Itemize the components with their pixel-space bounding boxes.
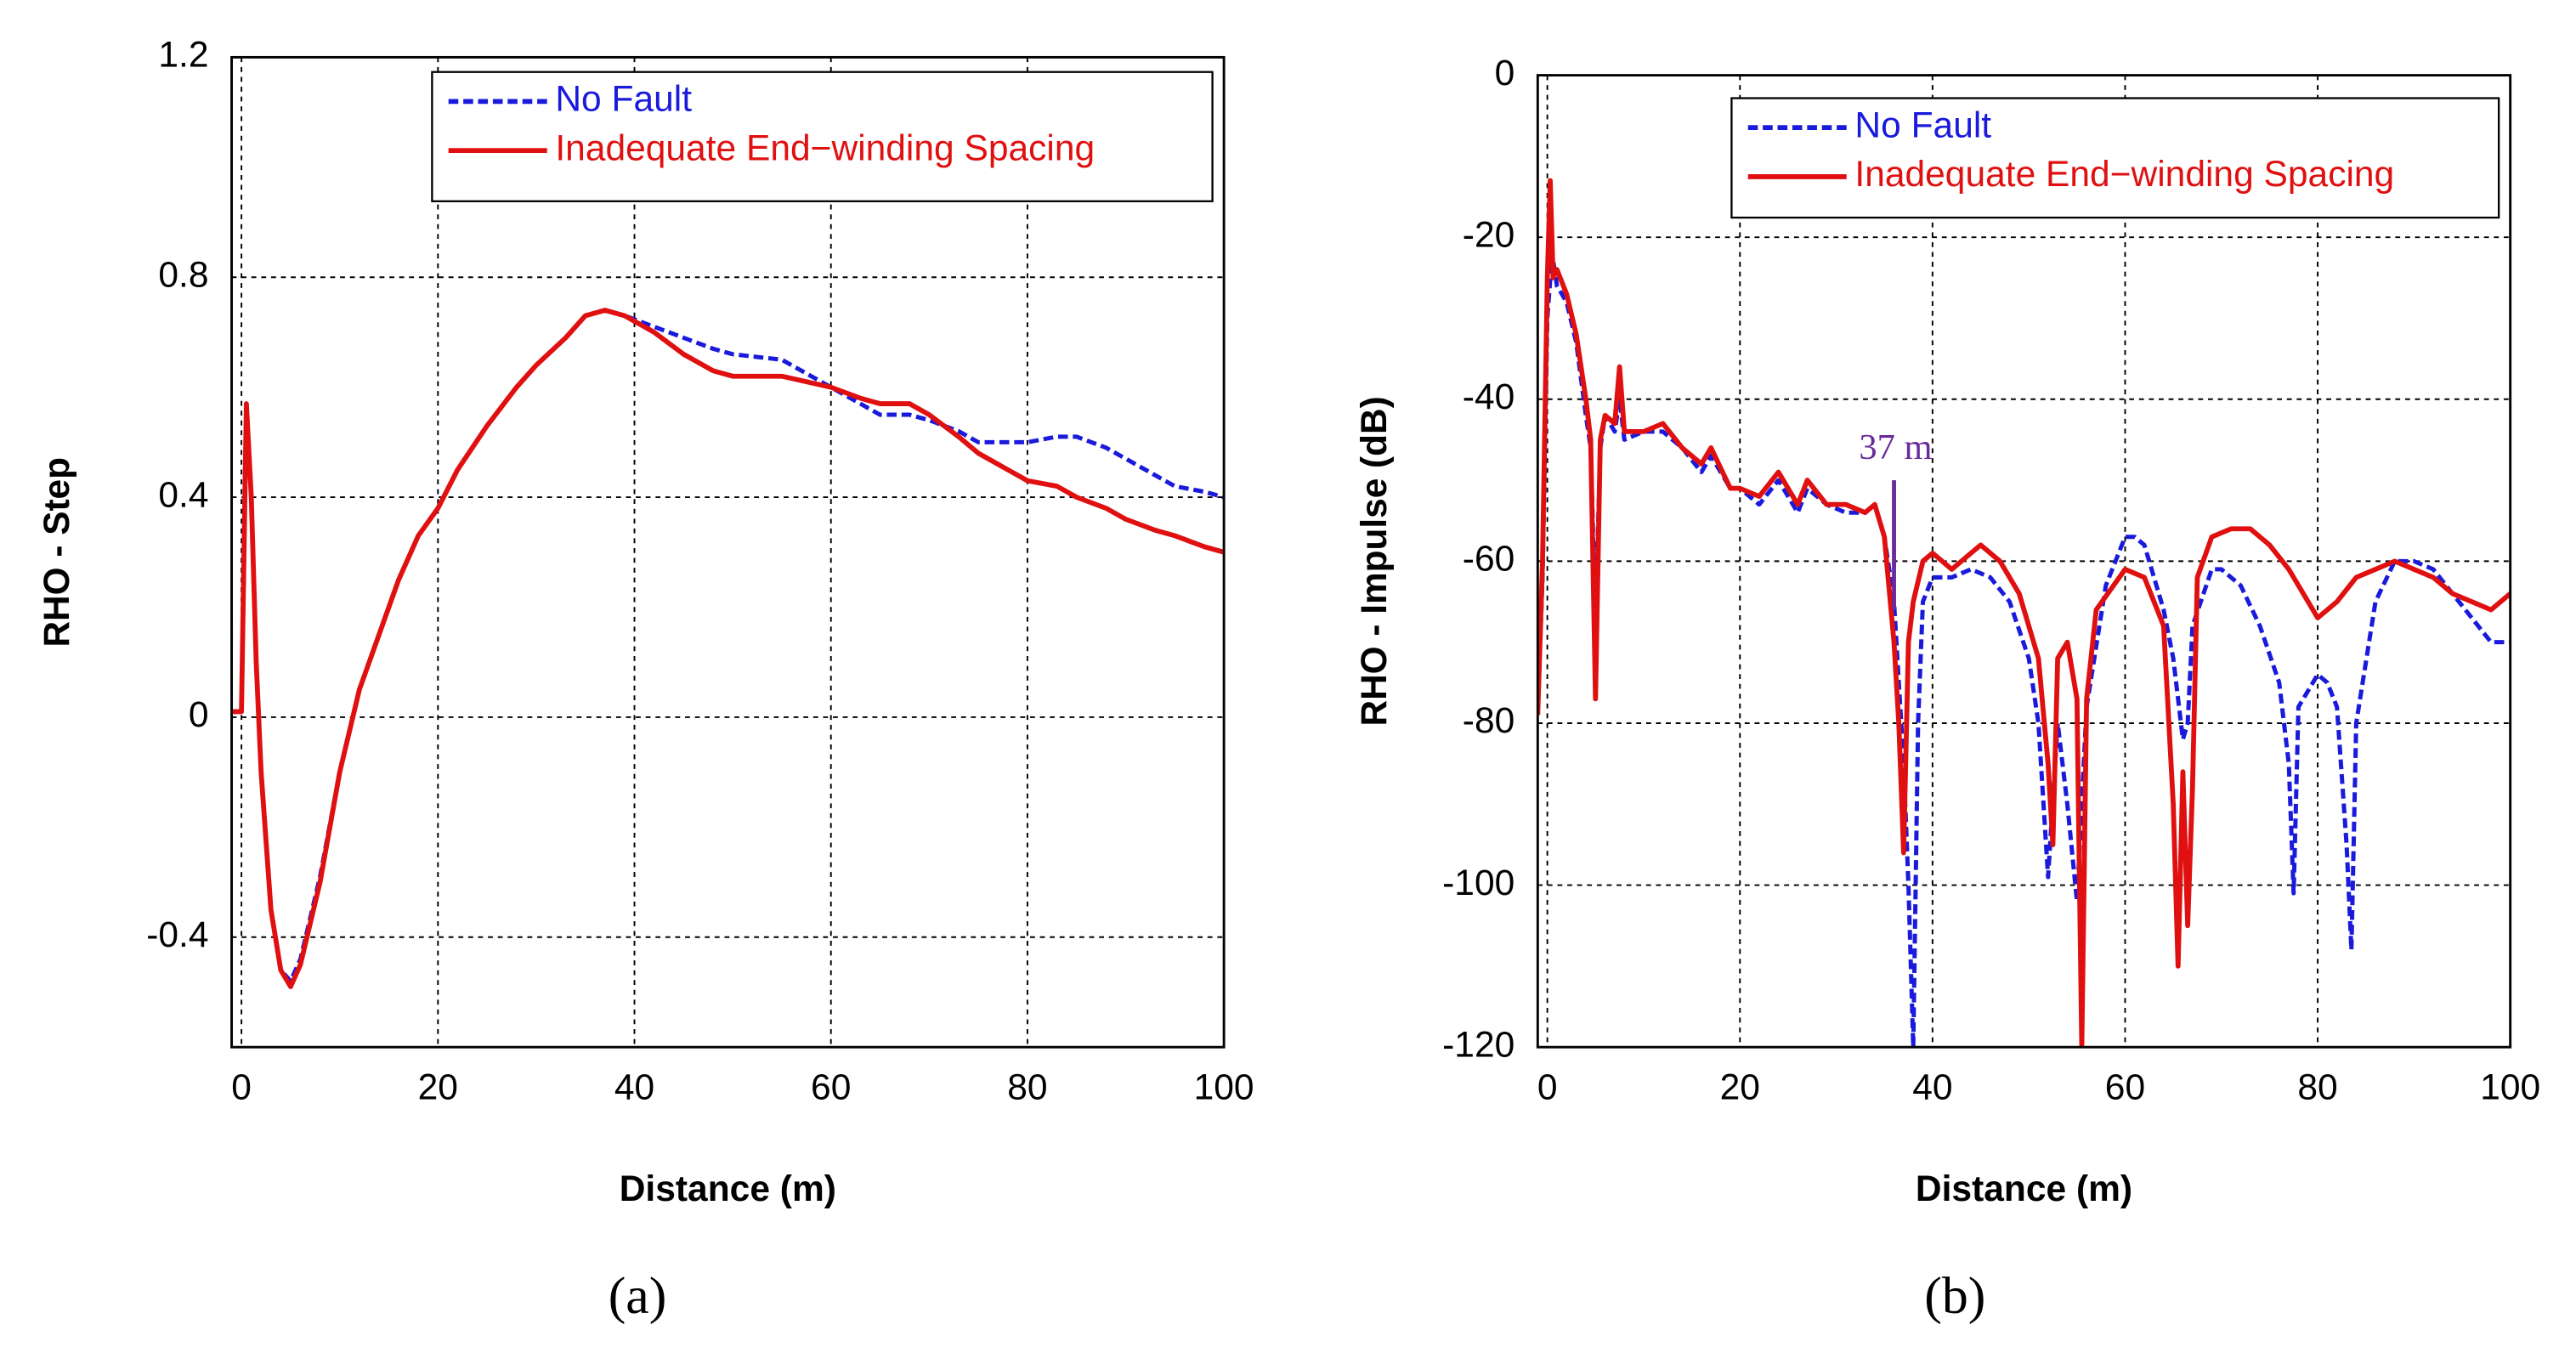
- legend-label: No Fault: [555, 79, 692, 119]
- legend-label: Inadequate End−winding Spacing: [1854, 154, 2394, 194]
- y-tick-label: 0.8: [158, 255, 208, 295]
- y-tick-label: 0: [189, 694, 209, 734]
- series-line: [231, 308, 1225, 989]
- y-tick-label: -60: [1463, 539, 1514, 579]
- legend-box: [431, 71, 1214, 202]
- plot-frame: [1536, 74, 2512, 1049]
- plot-area: [231, 308, 1225, 989]
- y-tick-label: -100: [1442, 863, 1514, 903]
- x-tick-label: 40: [1912, 1067, 1952, 1107]
- x-tick-label: 40: [614, 1067, 654, 1107]
- x-tick-label: 100: [2480, 1067, 2540, 1107]
- subfigure-label: (b): [1924, 1267, 1985, 1325]
- x-tick-label: 80: [2297, 1067, 2337, 1107]
- legend-label: Inadequate End−winding Spacing: [555, 127, 1095, 167]
- x-axis-label: Distance (m): [1916, 1168, 2132, 1208]
- y-tick-label: -80: [1463, 700, 1514, 740]
- series-line: [1537, 251, 2511, 1048]
- x-tick-label: 20: [1720, 1067, 1760, 1107]
- x-tick-label: 20: [418, 1067, 458, 1107]
- legend-box: [1730, 97, 2500, 219]
- legend-label: No Fault: [1854, 105, 1991, 144]
- y-tick-label: 0.4: [158, 474, 208, 514]
- y-axis-label: RHO - Step: [37, 457, 76, 648]
- y-tick-label: -0.4: [146, 914, 208, 954]
- series-line: [1537, 178, 2511, 1048]
- x-tick-label: 60: [811, 1067, 851, 1107]
- y-axis-label: RHO - Impulse (dB): [1354, 396, 1394, 726]
- x-tick-label: 80: [1007, 1067, 1047, 1107]
- y-tick-label: -120: [1442, 1024, 1514, 1064]
- plot-area: [1537, 178, 2511, 1048]
- y-tick-label: -40: [1463, 376, 1514, 416]
- x-axis-label: Distance (m): [620, 1168, 836, 1208]
- y-tick-label: 1.2: [158, 35, 208, 75]
- x-tick-label: 100: [1194, 1067, 1254, 1107]
- series-line: [231, 308, 1225, 984]
- subfigure-label: (a): [609, 1267, 667, 1325]
- x-tick-label: 0: [231, 1067, 252, 1107]
- x-tick-label: 60: [2105, 1067, 2145, 1107]
- x-tick-label: 0: [1537, 1067, 1558, 1107]
- y-tick-label: -20: [1463, 214, 1514, 254]
- plot-frame: [230, 55, 1226, 1049]
- annotation-text: 37 m: [1859, 427, 1932, 467]
- y-tick-label: 0: [1495, 53, 1515, 93]
